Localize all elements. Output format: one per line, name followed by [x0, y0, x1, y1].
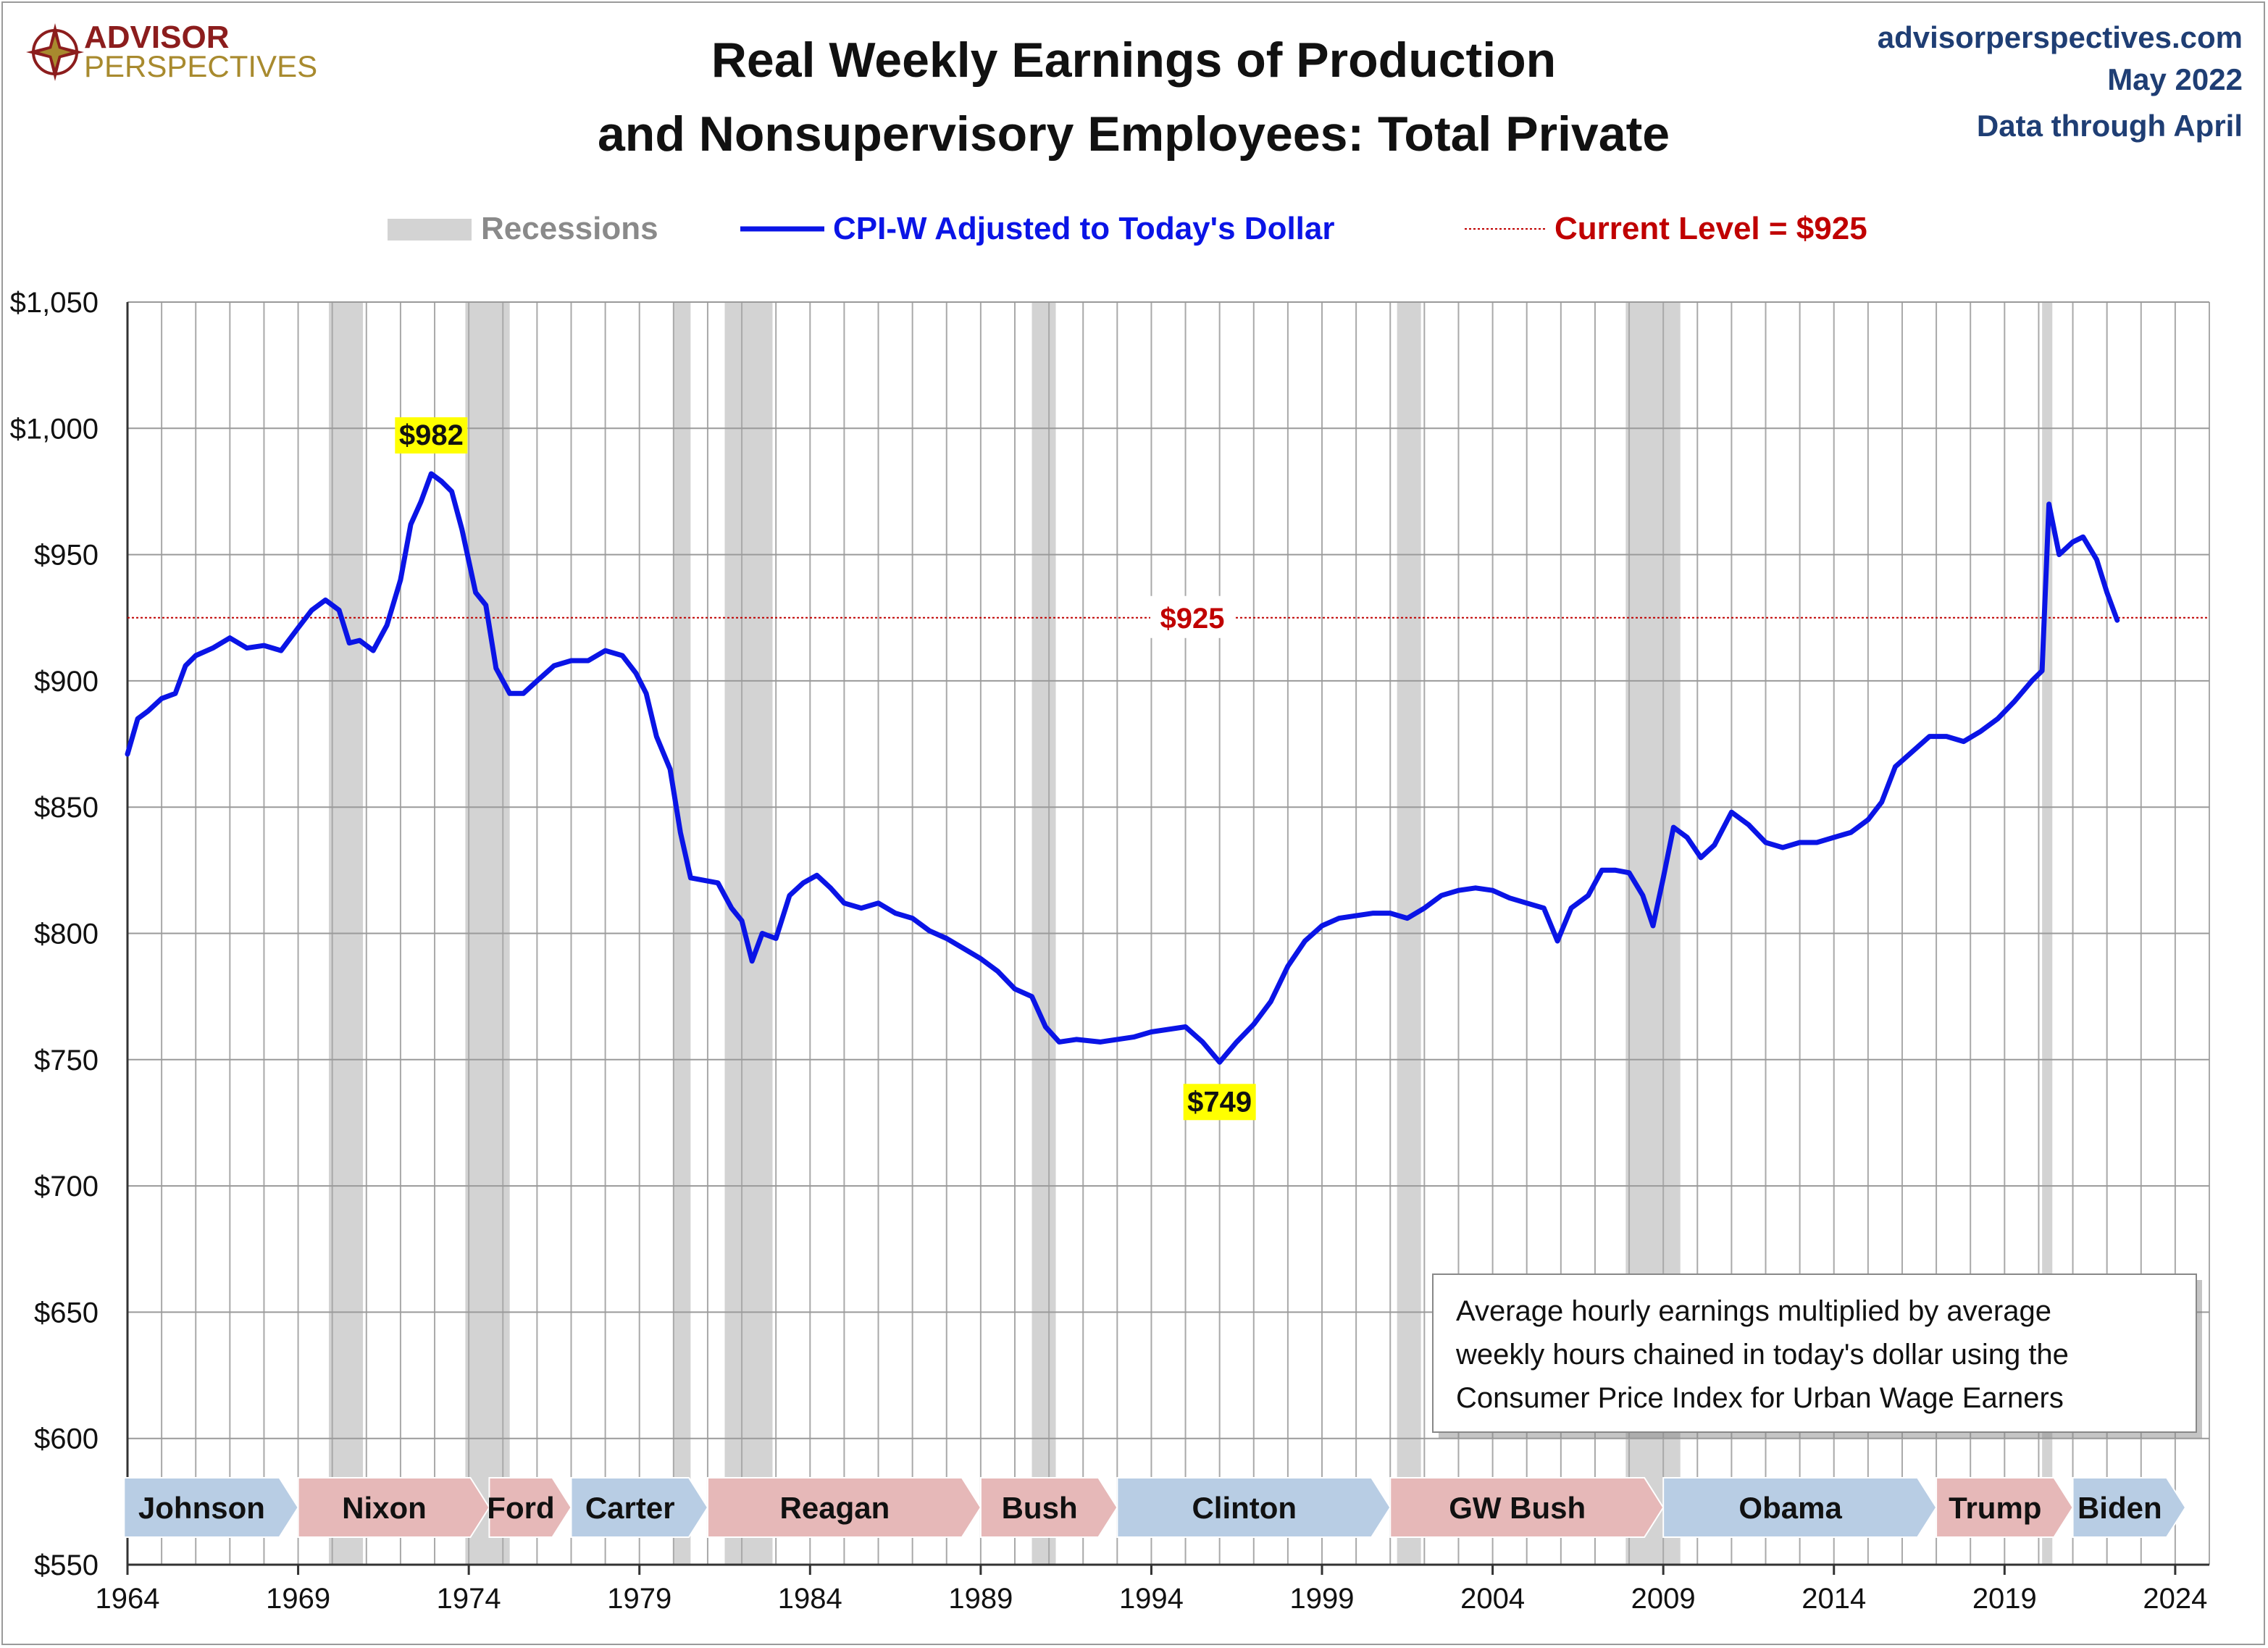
- president-band: Johnson: [123, 1477, 299, 1538]
- x-tick-label: 2019: [1972, 1583, 2037, 1615]
- chart-title-line2: and Nonsupervisory Employees: Total Priv…: [598, 106, 1670, 162]
- extreme-annotation: $749: [1183, 1084, 1256, 1121]
- president-label: Biden: [2077, 1491, 2162, 1525]
- logo-line2: PERSPECTIVES: [84, 49, 317, 83]
- president-arrow: [570, 1477, 709, 1538]
- advisor-perspectives-logo: ADVISOR PERSPECTIVES: [26, 20, 317, 83]
- president-label: Reagan: [780, 1491, 890, 1525]
- chart-title-line1: Real Weekly Earnings of Production: [711, 33, 1556, 88]
- note-box: [1432, 1273, 2197, 1433]
- y-tick-label: $600: [34, 1423, 99, 1455]
- president-band: Obama: [1662, 1477, 1938, 1538]
- logo-line1: ADVISOR: [84, 20, 229, 55]
- data-through-label: Data through April: [1977, 109, 2243, 143]
- president-arrow: [123, 1477, 299, 1538]
- extreme-annotations: $982 $749: [395, 417, 1256, 1121]
- y-tick-label: $700: [34, 1171, 99, 1202]
- legend-recessions-label: Recessions: [481, 211, 658, 246]
- extreme-annotation: $982: [395, 417, 468, 454]
- chart-axes: $550 $600 $650 $700 $750 $800 $850 $900 $950 $1,0…: [10, 287, 2209, 1615]
- president-band: Bush: [979, 1477, 1118, 1538]
- president-label: Clinton: [1192, 1491, 1297, 1525]
- x-tick-label: 2009: [1631, 1583, 1696, 1615]
- source-label: advisorperspectives.com: [1878, 20, 2243, 54]
- y-tick-label: $750: [34, 1045, 99, 1076]
- current-level-value: $925: [1160, 603, 1224, 635]
- president-band: Reagan: [706, 1477, 982, 1538]
- president-arrow: [297, 1477, 490, 1538]
- y-tick-label: $550: [34, 1549, 99, 1581]
- president-label: GW Bush: [1449, 1491, 1586, 1525]
- president-arrow: [706, 1477, 982, 1538]
- president-arrow: [1662, 1477, 1938, 1538]
- y-tick-label: $650: [34, 1297, 99, 1329]
- president-label: Trump: [1949, 1491, 2041, 1525]
- president-arrow: [1116, 1477, 1392, 1538]
- president-bands: Johnson Nixon Ford Carter Reagan Bush Clinton G…: [123, 1477, 2187, 1538]
- annotation-highlight: [395, 417, 468, 454]
- chart-legend: Recessions CPI-W Adjusted to Today's Dol…: [388, 211, 1867, 246]
- series-line: [125, 471, 2120, 1065]
- president-band: Trump: [1936, 1477, 2074, 1538]
- president-arrow: [1389, 1477, 1665, 1538]
- compass-rose-icon: [26, 23, 84, 81]
- y-tick-label: $800: [34, 919, 99, 950]
- x-tick-label: 1984: [778, 1583, 842, 1615]
- x-tick-label: 1969: [266, 1583, 330, 1615]
- y-tick-label: $950: [34, 540, 99, 572]
- note-line-3: Consumer Price Index for Urban Wage Earn…: [1456, 1382, 2064, 1414]
- note-line-2: weekly hours chained in today's dollar u…: [1455, 1339, 2069, 1371]
- president-band: Clinton: [1116, 1477, 1392, 1538]
- annotation-highlight: [1183, 1084, 1256, 1121]
- y-tick-label: $900: [34, 666, 99, 698]
- current-level-label-bg: [1150, 595, 1234, 638]
- note-line-1: Average hourly earnings multiplied by av…: [1456, 1295, 2051, 1327]
- legend-series-label: CPI-W Adjusted to Today's Dollar: [833, 211, 1334, 246]
- x-tick-label: 1979: [607, 1583, 671, 1615]
- president-label: Obama: [1738, 1491, 1842, 1525]
- president-label: Bush: [1002, 1491, 1078, 1525]
- x-tick-label: 1964: [96, 1583, 160, 1615]
- president-label: Carter: [585, 1491, 675, 1525]
- president-band: Ford: [487, 1477, 572, 1538]
- president-arrow: [979, 1477, 1118, 1538]
- x-tick-label: 1989: [948, 1583, 1013, 1615]
- x-tick-label: 2004: [1460, 1583, 1525, 1615]
- legend-recession-swatch: [388, 219, 472, 240]
- president-band: GW Bush: [1389, 1477, 1665, 1538]
- x-tick-label: 1999: [1290, 1583, 1355, 1615]
- annotation-label: $749: [1187, 1086, 1252, 1118]
- president-label: Johnson: [138, 1491, 265, 1525]
- x-tick-label: 2024: [2143, 1583, 2207, 1615]
- y-tick-label: $1,050: [10, 287, 99, 319]
- president-label: Ford: [487, 1491, 554, 1525]
- x-tick-label: 1974: [437, 1583, 501, 1615]
- y-tick-label: $1,000: [10, 413, 99, 445]
- x-tick-label: 2014: [1802, 1583, 1866, 1615]
- series-layer: [125, 471, 2120, 1065]
- president-band: Nixon: [297, 1477, 490, 1538]
- president-arrow: [2072, 1477, 2187, 1538]
- current-level-group: $925: [127, 595, 2209, 638]
- president-band: Carter: [570, 1477, 709, 1538]
- y-tick-label: $850: [34, 792, 99, 824]
- annotation-label: $982: [399, 419, 464, 451]
- president-band: Biden: [2072, 1477, 2187, 1538]
- president-label: Nixon: [342, 1491, 427, 1525]
- president-arrow: [488, 1477, 572, 1538]
- x-tick-label: 1994: [1119, 1583, 1184, 1615]
- president-arrow: [1936, 1477, 2074, 1538]
- methodology-note: Average hourly earnings multiplied by av…: [1432, 1273, 2202, 1438]
- publish-date: May 2022: [2107, 62, 2243, 96]
- legend-current-label: Current Level = $925: [1554, 211, 1867, 246]
